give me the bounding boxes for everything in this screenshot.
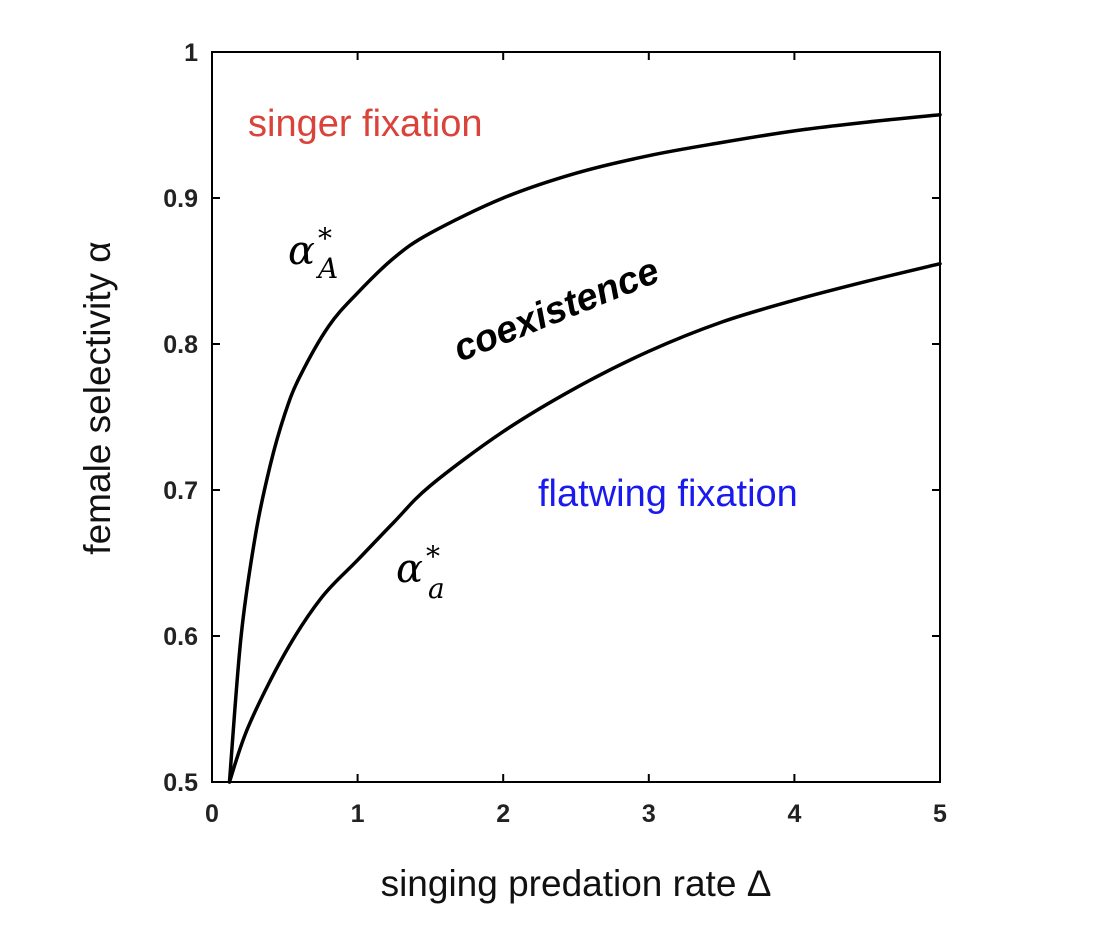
y-tick-label: 0.7 — [163, 477, 198, 505]
x-tick-label: 0 — [205, 800, 219, 828]
curve-label-lower: α * a — [396, 540, 445, 605]
y-tick-label: 0.6 — [163, 623, 198, 651]
curve-label-upper: α * A — [288, 222, 338, 285]
curve-upper-sub: A — [315, 252, 338, 285]
singer-fixation-label: singer fixation — [248, 103, 482, 145]
curve-alpha-a — [227, 261, 942, 784]
x-tick-label: 5 — [933, 800, 947, 828]
axis-ticks — [211, 51, 941, 783]
plot-area — [211, 51, 941, 783]
coexistence-label: coexistence — [448, 250, 665, 370]
x-tick-label: 3 — [642, 800, 656, 828]
y-tick-label: 0.5 — [163, 769, 198, 797]
y-tick-label: 0.9 — [163, 185, 198, 213]
curve-lower-symbol: α — [396, 546, 423, 592]
curve-upper-sup: * — [318, 222, 332, 255]
curve-lower-sup: * — [426, 540, 440, 573]
curve-upper-symbol: α — [288, 228, 315, 274]
tick-labels: 0 1 2 3 4 5 0.5 0.6 0.7 0.8 0.9 1 — [163, 39, 947, 828]
y-axis-label: female selectivity α — [77, 241, 118, 554]
x-tick-label: 1 — [351, 800, 365, 828]
curves — [227, 113, 942, 784]
curve-alpha-A — [227, 113, 942, 784]
flatwing-fixation-label: flatwing fixation — [538, 473, 798, 515]
y-tick-label: 1 — [184, 39, 198, 67]
x-axis-label: singing predation rate Δ — [381, 863, 772, 904]
x-tick-label: 2 — [496, 800, 510, 828]
x-tick-label: 4 — [787, 800, 801, 828]
y-tick-label: 0.8 — [163, 331, 198, 359]
curve-lower-sub: a — [428, 572, 445, 605]
